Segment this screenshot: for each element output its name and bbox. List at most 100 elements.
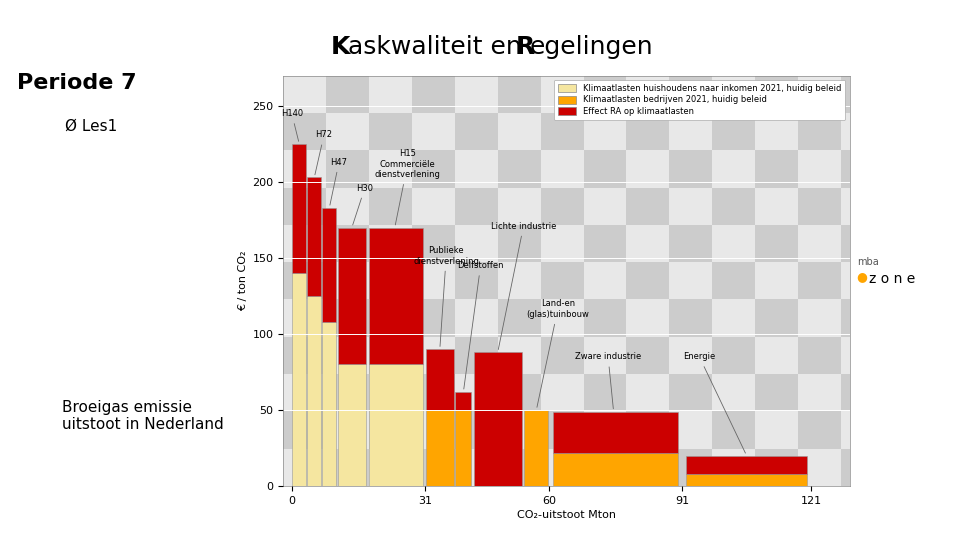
Bar (584, 150, 627, 187)
Bar (627, 187, 669, 225)
Bar (455, 300, 497, 337)
Text: Broeigas emissie
uitstoot in Nederland: Broeigas emissie uitstoot in Nederland (62, 400, 224, 432)
Bar (369, 337, 412, 374)
Bar (283, 300, 326, 337)
Bar (540, 38, 584, 76)
Bar (497, 150, 540, 187)
Bar (584, 300, 627, 337)
Bar (283, 187, 326, 225)
Bar (798, 225, 841, 262)
Bar (841, 76, 884, 113)
Bar (798, 76, 841, 113)
Bar (369, 227, 423, 364)
Bar (455, 38, 497, 76)
Bar (369, 374, 412, 411)
Bar (712, 225, 756, 262)
Bar (669, 38, 712, 76)
Bar (412, 449, 455, 486)
Bar (412, 38, 455, 76)
Bar (326, 300, 369, 337)
Bar (497, 225, 540, 262)
Bar (712, 337, 756, 374)
Bar (712, 113, 756, 150)
Text: Delfstoffen: Delfstoffen (457, 261, 504, 389)
Bar (455, 337, 497, 374)
Bar (669, 300, 712, 337)
Bar (326, 187, 369, 225)
Bar (412, 76, 455, 113)
Bar (540, 76, 584, 113)
Bar (412, 113, 455, 150)
Bar (540, 262, 584, 300)
Bar (686, 474, 807, 486)
Bar (326, 38, 369, 76)
Bar (756, 262, 798, 300)
Bar (798, 113, 841, 150)
Bar (756, 187, 798, 225)
Bar (627, 262, 669, 300)
Text: askwaliteit en: askwaliteit en (348, 35, 529, 59)
Bar (712, 411, 756, 449)
Bar (497, 449, 540, 486)
Bar (756, 150, 798, 187)
Bar (756, 374, 798, 411)
Bar (497, 38, 540, 76)
Bar (841, 262, 884, 300)
Bar (798, 449, 841, 486)
Bar (584, 38, 627, 76)
Bar (338, 227, 366, 364)
Bar (369, 225, 412, 262)
Bar (326, 262, 369, 300)
Bar (323, 322, 336, 486)
Text: ●: ● (856, 271, 867, 284)
Bar (584, 411, 627, 449)
X-axis label: CO₂-uitstoot Mton: CO₂-uitstoot Mton (516, 510, 616, 520)
Bar (669, 113, 712, 150)
Bar (540, 113, 584, 150)
Bar (584, 113, 627, 150)
Bar (497, 411, 540, 449)
Bar (669, 150, 712, 187)
Bar (369, 411, 412, 449)
Bar (798, 187, 841, 225)
Bar (540, 300, 584, 337)
Text: H30: H30 (352, 184, 373, 225)
Bar (841, 38, 884, 76)
Bar (425, 349, 454, 410)
Bar (756, 225, 798, 262)
Bar (712, 76, 756, 113)
Bar (326, 150, 369, 187)
Bar (627, 225, 669, 262)
Bar (712, 38, 756, 76)
Bar (798, 374, 841, 411)
Bar (283, 449, 326, 486)
Bar (669, 337, 712, 374)
Bar (497, 337, 540, 374)
Bar (369, 150, 412, 187)
Bar (455, 392, 471, 410)
Text: Ø Les1: Ø Les1 (65, 119, 117, 134)
Bar (412, 300, 455, 337)
Bar (524, 410, 548, 486)
Bar (497, 300, 540, 337)
Bar (540, 150, 584, 187)
Bar (338, 364, 366, 486)
Text: H47: H47 (330, 158, 348, 205)
Bar (283, 374, 326, 411)
Text: R: R (516, 35, 535, 59)
Bar (283, 262, 326, 300)
Bar (841, 113, 884, 150)
Text: H15
Commerciële
dienstverlening: H15 Commerciële dienstverlening (374, 149, 441, 225)
Bar (412, 337, 455, 374)
Bar (283, 113, 326, 150)
Bar (712, 300, 756, 337)
Bar (756, 76, 798, 113)
Bar (412, 150, 455, 187)
Bar (369, 76, 412, 113)
Bar (712, 449, 756, 486)
Y-axis label: € / ton CO₂: € / ton CO₂ (238, 251, 249, 311)
Bar (473, 352, 522, 486)
Bar (283, 337, 326, 374)
Bar (455, 262, 497, 300)
Bar (669, 187, 712, 225)
